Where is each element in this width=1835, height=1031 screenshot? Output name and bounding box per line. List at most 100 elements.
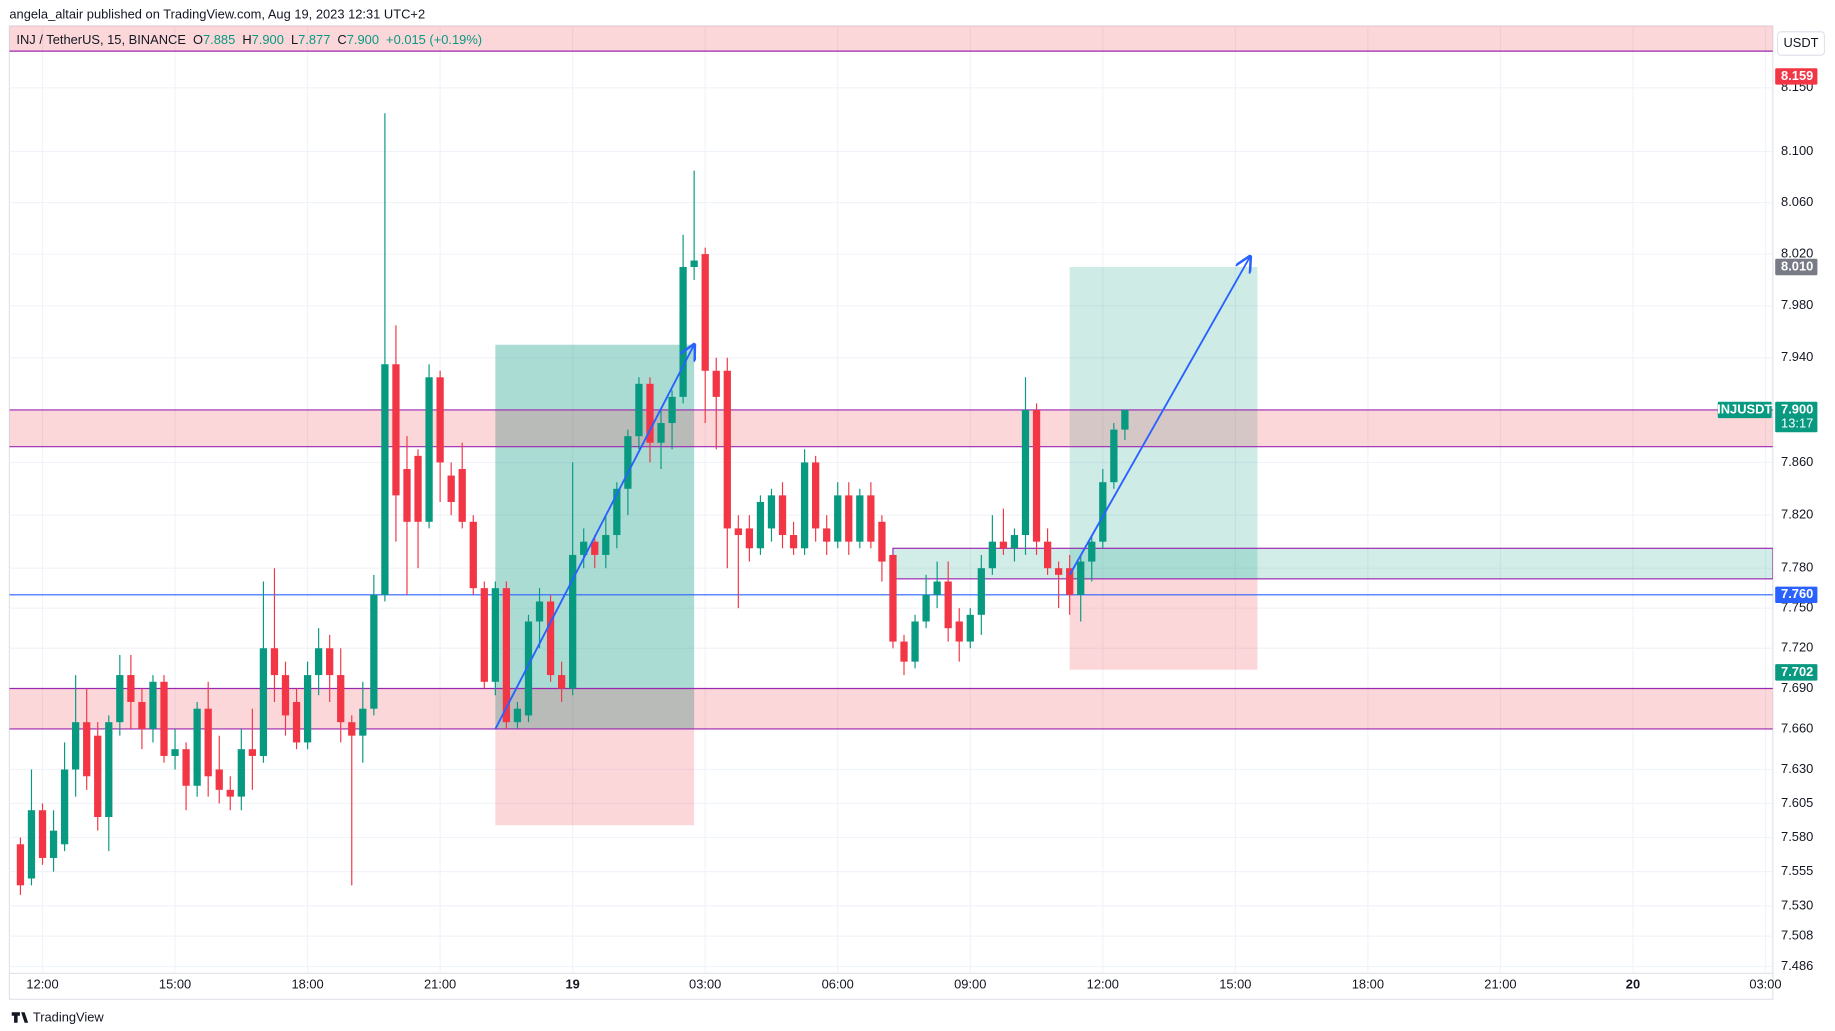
candle-body <box>381 364 389 595</box>
candle-body <box>889 554 897 642</box>
x-tick-label: 12:00 <box>1087 977 1119 992</box>
y-tick-label: 7.980 <box>1781 297 1813 312</box>
candle-body <box>116 675 124 723</box>
candle-body <box>1066 568 1074 595</box>
candle-body <box>999 541 1008 549</box>
candle-body <box>591 541 599 555</box>
candle-body <box>535 601 544 622</box>
legend-high: 7.900 <box>252 33 284 48</box>
currency-button[interactable] <box>1776 31 1826 56</box>
candle-body <box>1021 409 1030 536</box>
candle-body <box>911 621 919 662</box>
candle-body <box>27 810 36 879</box>
candle-body <box>823 528 831 542</box>
arrow <box>1068 257 1250 576</box>
candle-body <box>60 769 69 845</box>
candle-body <box>712 370 720 397</box>
candle-body <box>259 648 268 756</box>
legend-close: 7.900 <box>347 33 379 48</box>
candle-body <box>480 588 488 682</box>
legend-l: L <box>291 33 298 48</box>
y-tick-label: 7.486 <box>1781 958 1813 973</box>
legend-change: +0.015 (+0.19%) <box>386 33 482 48</box>
legend-c: C <box>337 33 346 48</box>
price-label-box <box>1775 586 1818 604</box>
candle-body <box>469 521 477 589</box>
candle-body <box>778 495 787 536</box>
candle-body <box>193 708 201 786</box>
x-tick-label: 03:00 <box>1749 977 1781 992</box>
candle-body <box>281 675 290 716</box>
x-tick-label: 18:00 <box>291 977 323 992</box>
candle-body <box>988 541 996 569</box>
candle-body <box>1110 429 1118 483</box>
candle-body <box>679 266 687 397</box>
x-tick-label: 03:00 <box>689 977 721 992</box>
candle-body <box>392 364 400 496</box>
legend-low: 7.877 <box>298 33 330 48</box>
plot-frame <box>8 25 1774 1000</box>
symbol: INJ / TetherUS, 15, BINANCE <box>16 33 186 48</box>
legend-open: 7.885 <box>203 33 235 48</box>
zone <box>9 409 1773 447</box>
candle-body <box>127 675 135 702</box>
legend-o: O <box>193 33 203 48</box>
candle-body <box>977 568 985 615</box>
candle-body <box>1054 568 1063 575</box>
candle-body <box>734 528 742 536</box>
candle-body <box>955 621 963 642</box>
candle-body <box>248 749 256 756</box>
price-label: 7.900 <box>1781 401 1813 416</box>
candle-body <box>370 594 378 709</box>
candle-body <box>1099 482 1107 542</box>
y-tick-label: 7.630 <box>1781 761 1813 776</box>
x-tick-label: 21:00 <box>424 977 456 992</box>
candle-body <box>348 722 356 736</box>
candle-body <box>458 469 466 522</box>
candle-body <box>878 521 886 562</box>
candle-body <box>922 594 930 622</box>
candle-body <box>966 614 974 642</box>
candle-body <box>569 554 577 689</box>
candle-body <box>1088 541 1096 562</box>
y-tick-label: 7.940 <box>1781 349 1813 364</box>
y-tick-label: 7.690 <box>1781 680 1813 695</box>
y-tick-label: 7.720 <box>1781 640 1813 655</box>
publisher: angela_altair published on TradingView.c… <box>9 7 425 22</box>
candle-body <box>944 581 952 629</box>
candles <box>16 113 1250 895</box>
x-tick-label: 21:00 <box>1484 977 1516 992</box>
candle-body <box>613 488 621 536</box>
y-tick-label: 7.580 <box>1781 829 1813 844</box>
candle-body <box>756 501 765 549</box>
candle-body <box>834 495 842 542</box>
candle-body <box>524 621 533 716</box>
candle-body <box>436 377 444 463</box>
candle-body <box>767 495 776 529</box>
candle-body <box>303 675 312 743</box>
position-stop <box>1069 578 1258 670</box>
candle-body <box>624 436 632 489</box>
price-label-box <box>1775 664 1818 681</box>
position-stop <box>495 728 695 826</box>
candle-body <box>326 648 334 676</box>
x-tick-label: 18:00 <box>1352 977 1384 992</box>
candle-body <box>403 469 411 522</box>
candle-body <box>800 462 809 549</box>
candle-body <box>337 675 345 723</box>
drawings <box>9 25 1773 826</box>
price-label: 7.702 <box>1781 664 1813 679</box>
y-tick-label: 7.605 <box>1781 795 1813 810</box>
candle-body <box>72 722 80 770</box>
candle-body <box>602 535 610 555</box>
x-tick-label: 06:00 <box>822 977 854 992</box>
candle-body <box>580 541 588 555</box>
candle-body <box>657 423 665 443</box>
candle-body <box>1043 541 1052 569</box>
candle-body <box>171 749 179 756</box>
candle-body <box>812 462 820 529</box>
candle-body <box>789 535 798 549</box>
x-tick-label: 12:00 <box>26 977 58 992</box>
candle-body <box>513 708 522 723</box>
